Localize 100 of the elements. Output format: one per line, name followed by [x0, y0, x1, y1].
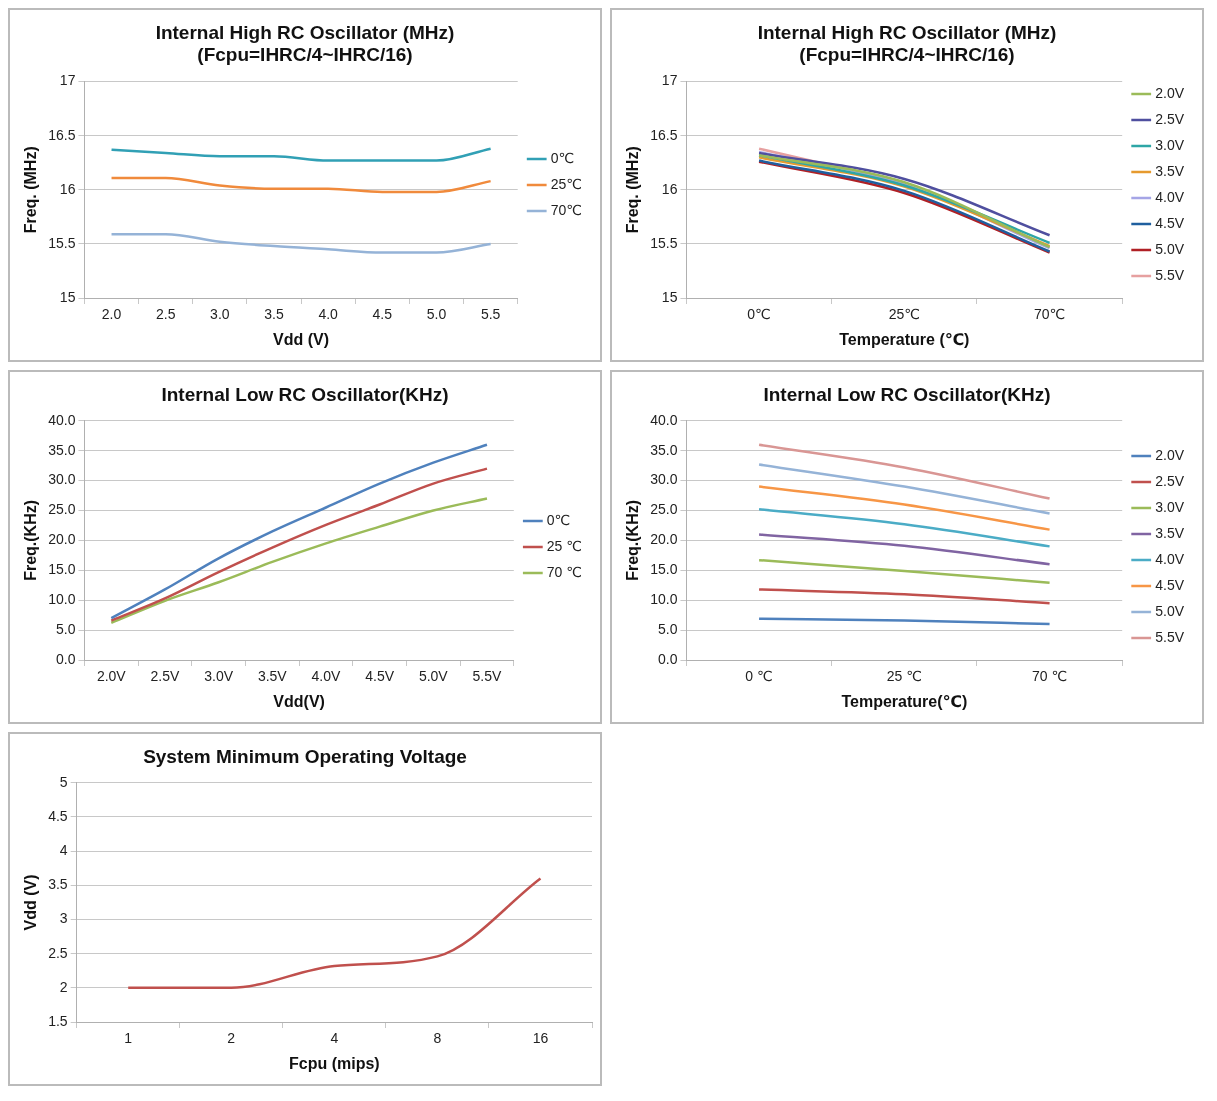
y-tick-label: 16.5: [650, 126, 678, 143]
x-axis-title: Temperature (℃): [839, 330, 970, 348]
legend-label: 2.0V: [1155, 84, 1185, 101]
y-tick-label: 30.0: [650, 471, 678, 488]
y-axis-title: Freq.(KHz): [22, 499, 40, 581]
x-axis-title: Vdd(V): [273, 692, 325, 710]
x-tick-label: 2.0V: [96, 668, 127, 685]
y-tick-label: 40.0: [650, 411, 678, 428]
y-tick-label: 0.0: [55, 650, 76, 667]
chart-title: Internal High RC Oscillator (MHz): [155, 21, 455, 43]
legend-label: 3.5V: [1155, 162, 1185, 179]
chart-title: Internal High RC Oscillator (MHz): [757, 21, 1057, 43]
x-tick-label: 70 ℃: [1031, 668, 1068, 685]
legend-label: 70℃: [550, 201, 582, 218]
legend-label: 2.5V: [1155, 110, 1185, 127]
x-tick-label: 2.5V: [150, 668, 181, 685]
x-tick-label: 0 ℃: [745, 668, 773, 685]
x-tick-label: 25 ℃: [886, 668, 922, 685]
y-tick-label: 15.0: [650, 561, 678, 578]
chart-subtitle: (Fcpu=IHRC/4~IHRC/16): [799, 44, 1015, 66]
y-tick-label: 10.0: [48, 591, 76, 608]
legend-label: 4.0V: [1155, 550, 1185, 567]
y-tick-label: 25.0: [48, 501, 76, 518]
y-tick-label: 20.0: [48, 531, 76, 548]
legend-label: 4.5V: [1155, 214, 1185, 231]
legend-label: 3.0V: [1155, 136, 1185, 153]
y-axis-title: Vdd (V): [22, 874, 40, 931]
y-tick-label: 16: [661, 180, 678, 197]
legend-label: 3.0V: [1155, 498, 1185, 515]
legend-label: 0℃: [546, 511, 571, 528]
y-tick-label: 15.5: [48, 234, 76, 251]
x-tick-label: 4.0: [318, 306, 339, 323]
y-tick-label: 25.0: [650, 501, 678, 518]
legend-label: 70 ℃: [546, 563, 582, 580]
x-tick-label: 5.0V: [418, 668, 449, 685]
x-tick-label: 5.5: [480, 306, 501, 323]
legend-label: 25 ℃: [546, 537, 582, 554]
y-tick-label: 10.0: [650, 591, 678, 608]
x-tick-label: 5.0: [426, 306, 447, 323]
chart-title: Internal Low RC Oscillator(KHz): [763, 383, 1051, 405]
chart-subtitle: (Fcpu=IHRC/4~IHRC/16): [197, 44, 413, 66]
legend-label: 0℃: [550, 149, 575, 166]
y-tick-label: 0.0: [657, 650, 678, 667]
y-tick-label: 35.0: [650, 441, 678, 458]
x-axis-title: Fcpu (mips): [289, 1054, 380, 1072]
y-axis-title: Freq. (MHz): [22, 146, 40, 234]
x-tick-label: 2.5: [155, 306, 176, 323]
x-tick-label: 16: [532, 1030, 549, 1047]
legend-label: 2.5V: [1155, 472, 1185, 489]
y-tick-label: 5: [59, 773, 68, 790]
legend-label: 5.0V: [1155, 240, 1185, 257]
x-tick-label: 5.5V: [472, 668, 503, 685]
x-tick-label: 4: [330, 1030, 339, 1047]
legend-label: 4.0V: [1155, 188, 1185, 205]
y-tick-label: 2.5: [48, 944, 68, 961]
y-tick-label: 3: [59, 910, 68, 927]
chart-title: System Minimum Operating Voltage: [143, 745, 467, 767]
x-axis-title: Vdd (V): [273, 330, 330, 348]
y-tick-label: 3.5: [48, 876, 68, 893]
y-tick-label: 4.5: [48, 807, 68, 824]
y-tick-label: 20.0: [650, 531, 678, 548]
y-tick-label: 17: [59, 72, 76, 89]
x-tick-label: 0℃: [747, 306, 771, 323]
y-axis-title: Freq. (MHz): [624, 146, 642, 234]
y-tick-label: 17: [661, 72, 678, 89]
x-tick-label: 2: [227, 1030, 236, 1047]
y-tick-label: 4: [59, 842, 68, 858]
legend-label: 3.5V: [1155, 524, 1185, 541]
x-tick-label: 3.0: [210, 306, 230, 323]
legend-label: 25℃: [550, 175, 582, 192]
legend-label: 5.0V: [1155, 602, 1185, 619]
y-tick-label: 16: [59, 180, 76, 197]
x-tick-label: 2.0: [101, 306, 122, 323]
x-tick-label: 25℃: [888, 306, 920, 323]
legend-label: 2.0V: [1155, 446, 1185, 463]
x-tick-label: 1: [124, 1030, 133, 1047]
y-tick-label: 5.0: [55, 620, 76, 637]
legend-label: 5.5V: [1155, 266, 1185, 283]
x-tick-label: 3.0V: [204, 668, 234, 685]
y-tick-label: 2: [59, 978, 68, 995]
legend-label: 4.5V: [1155, 576, 1185, 593]
y-tick-label: 16.5: [48, 126, 76, 143]
y-tick-label: 15: [59, 288, 76, 305]
y-axis-title: Freq.(KHz): [624, 499, 642, 581]
y-tick-label: 15.0: [48, 561, 76, 578]
y-tick-label: 35.0: [48, 441, 76, 458]
x-axis-title: Temperature(℃): [841, 692, 968, 710]
y-tick-label: 1.5: [48, 1012, 68, 1029]
x-tick-label: 4.5: [372, 306, 393, 323]
y-tick-label: 15: [661, 288, 678, 305]
y-tick-label: 30.0: [48, 471, 76, 488]
chart-title: Internal Low RC Oscillator(KHz): [161, 383, 449, 405]
x-tick-label: 4.5V: [365, 668, 395, 685]
y-tick-label: 5.0: [657, 620, 678, 637]
x-tick-label: 70℃: [1033, 306, 1066, 323]
x-tick-label: 4.0V: [311, 668, 342, 685]
x-tick-label: 3.5: [264, 306, 284, 323]
y-tick-label: 40.0: [48, 411, 76, 428]
y-tick-label: 15.5: [650, 234, 678, 251]
legend-label: 5.5V: [1155, 628, 1185, 645]
